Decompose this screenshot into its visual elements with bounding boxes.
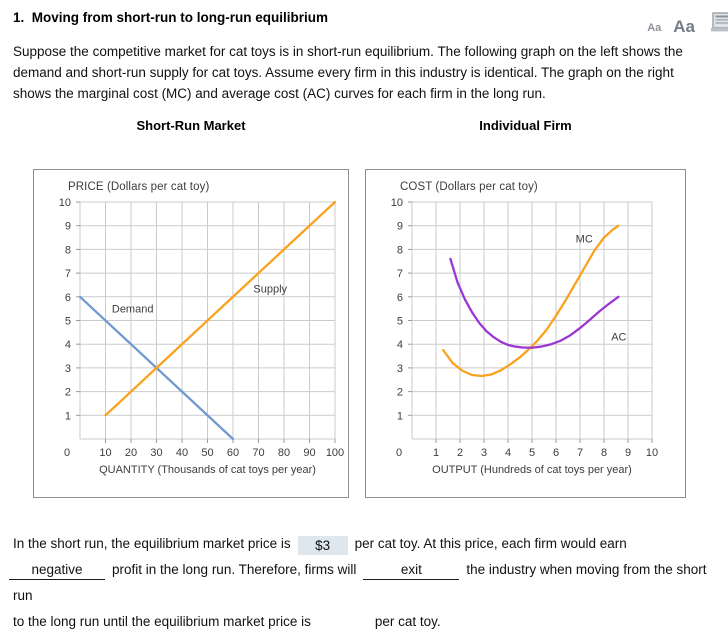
answer-text: per cat toy. At this price, each firm wo… [355, 536, 627, 551]
svg-text:2: 2 [397, 387, 403, 399]
svg-text:9: 9 [625, 447, 631, 459]
svg-text:3: 3 [397, 363, 403, 375]
header: 1. Moving from short-run to long-run equ… [0, 8, 728, 25]
svg-text:7: 7 [397, 268, 403, 280]
svg-text:Supply: Supply [253, 284, 287, 296]
firm-chart: 1 2 3 4 5 6 7 8 9 10 0 1 2 3 4 5 6 7 8 9 10 OUTPUT (Hundreds … [366, 195, 685, 483]
svg-text:3: 3 [481, 447, 487, 459]
answer-section: In the short run, the equilibrium market… [13, 531, 715, 635]
page-title: 1. Moving from short-run to long-run equ… [13, 10, 728, 25]
svg-text:5: 5 [397, 316, 403, 328]
firm-yaxis-title: COST (Dollars per cat toy) [366, 170, 685, 193]
svg-text:5: 5 [529, 447, 535, 459]
svg-text:20: 20 [125, 447, 137, 459]
svg-text:Demand: Demand [112, 304, 154, 316]
svg-text:7: 7 [65, 268, 71, 280]
svg-text:0: 0 [396, 447, 402, 459]
answer-text: per cat toy. [375, 614, 441, 629]
answer-line-3: to the long run until the equilibrium ma… [13, 609, 715, 635]
svg-text:1: 1 [397, 410, 403, 422]
font-size-large-button[interactable]: Aa [673, 19, 695, 34]
answer-line-1: In the short run, the equilibrium market… [13, 531, 715, 557]
font-size-small-button[interactable]: Aa [647, 22, 661, 34]
header-tools: Aa Aa [647, 10, 728, 34]
svg-text:OUTPUT (Hundreds of cat toys p: OUTPUT (Hundreds of cat toys per year) [432, 464, 632, 476]
svg-text:10: 10 [99, 447, 111, 459]
intro-paragraph: Suppose the competitive market for cat t… [13, 41, 715, 104]
firm-chart-section: Individual Firm COST (Dollars per cat to… [365, 118, 686, 498]
svg-text:100: 100 [326, 447, 344, 459]
svg-text:10: 10 [391, 197, 403, 209]
svg-text:1: 1 [65, 410, 71, 422]
market-chart-section: Short-Run Market PRICE (Dollars per cat … [33, 118, 349, 498]
market-yaxis-title: PRICE (Dollars per cat toy) [34, 170, 348, 193]
svg-text:0: 0 [64, 447, 70, 459]
entry-exit-dropdown[interactable]: exit [363, 561, 459, 580]
short-run-price-value: $3 [315, 538, 330, 553]
svg-text:4: 4 [505, 447, 511, 459]
entry-exit-value: exit [401, 562, 422, 577]
svg-text:10: 10 [59, 197, 71, 209]
svg-text:60: 60 [227, 447, 239, 459]
charts-row: Short-Run Market PRICE (Dollars per cat … [33, 118, 728, 498]
svg-text:80: 80 [278, 447, 290, 459]
svg-text:4: 4 [397, 339, 403, 351]
svg-text:10: 10 [646, 447, 658, 459]
profit-value: negative [31, 562, 82, 577]
svg-text:8: 8 [397, 244, 403, 256]
profit-dropdown[interactable]: negative [9, 561, 105, 580]
svg-text:90: 90 [303, 447, 315, 459]
svg-text:4: 4 [65, 339, 71, 351]
svg-text:MC: MC [576, 234, 593, 246]
svg-text:9: 9 [65, 221, 71, 233]
svg-text:6: 6 [397, 292, 403, 304]
svg-text:2: 2 [65, 387, 71, 399]
svg-text:70: 70 [252, 447, 264, 459]
svg-text:30: 30 [150, 447, 162, 459]
svg-text:2: 2 [457, 447, 463, 459]
market-chart-title: Short-Run Market [33, 118, 349, 133]
svg-text:7: 7 [577, 447, 583, 459]
svg-text:5: 5 [65, 316, 71, 328]
firm-chart-title: Individual Firm [365, 118, 686, 133]
svg-text:6: 6 [553, 447, 559, 459]
svg-text:9: 9 [397, 221, 403, 233]
answer-text: In the short run, the equilibrium market… [13, 536, 291, 551]
svg-text:1: 1 [433, 447, 439, 459]
answer-line-2: negative profit in the long run. Therefor… [13, 557, 715, 609]
svg-text:8: 8 [601, 447, 607, 459]
svg-text:AC: AC [611, 332, 626, 344]
short-run-price-dropdown[interactable]: $3 [298, 536, 348, 555]
svg-text:8: 8 [65, 244, 71, 256]
answer-text: to the long run until the equilibrium ma… [13, 614, 311, 629]
print-page-icon[interactable] [709, 10, 728, 34]
svg-text:50: 50 [201, 447, 213, 459]
svg-text:40: 40 [176, 447, 188, 459]
svg-text:QUANTITY (Thousands of cat toy: QUANTITY (Thousands of cat toys per year… [99, 464, 316, 476]
svg-text:3: 3 [65, 363, 71, 375]
svg-text:6: 6 [65, 292, 71, 304]
answer-text: profit in the long run. Therefore, firms… [112, 562, 356, 577]
